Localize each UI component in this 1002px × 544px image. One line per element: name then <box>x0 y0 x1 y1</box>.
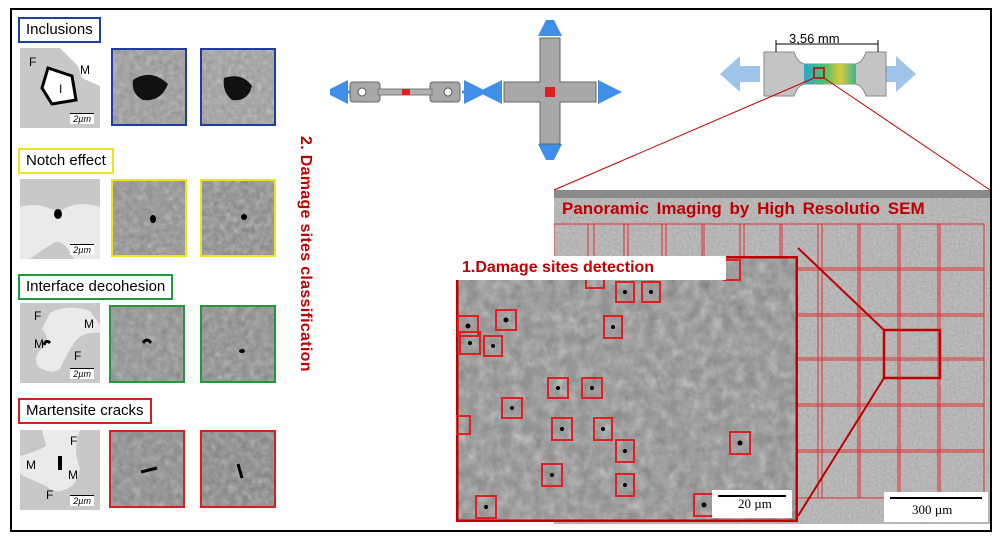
phase-label-martensite: M <box>34 337 44 351</box>
detection-scale-label: 20 µm <box>738 496 772 511</box>
void-dark-region <box>132 74 168 101</box>
martensite-phase-shape <box>20 430 80 492</box>
left-load-arrow <box>720 56 760 92</box>
tensile-specimen-icon <box>720 40 916 97</box>
micrograph-notch-2 <box>200 179 276 257</box>
void-dark-region <box>236 463 244 479</box>
phase-label-ferrite: F <box>34 309 42 323</box>
panorama-scale-label: 300 µm <box>912 502 953 517</box>
zoom-link-bottom <box>797 377 885 517</box>
phase-label-martensite: M <box>26 458 36 472</box>
phase-label-ferrite: F <box>70 434 78 448</box>
sem-texture <box>111 307 183 381</box>
dogbone-specimen-icon <box>330 80 488 104</box>
micrograph-inclusions-1 <box>111 48 187 126</box>
detection-inset-image <box>456 256 798 522</box>
schematic-notch-effect: 2µm <box>20 179 100 259</box>
sem-texture <box>202 50 274 124</box>
sem-texture <box>113 181 185 255</box>
phase-label-martensite: M <box>84 317 94 331</box>
panorama-title: Panoramic Imaging by High Resolutio SEM <box>562 199 925 218</box>
micrograph-inclusions-2 <box>200 48 276 126</box>
micrograph-cracks-1 <box>109 430 185 508</box>
schematic-scale-bar: 2µm <box>70 495 94 506</box>
zoom-link-top <box>797 247 885 331</box>
zoom-region-box <box>882 328 942 380</box>
void-dark-region <box>140 466 158 474</box>
schematic-scale-bar: 2µm <box>70 113 94 124</box>
void-dark-region <box>241 214 247 220</box>
cruciform-specimen-icon <box>478 20 622 160</box>
strain-field <box>804 64 856 84</box>
detection-title: 1.Damage sites detection <box>456 256 726 280</box>
sem-texture <box>202 307 274 381</box>
phase-label-ferrite: F <box>74 349 82 363</box>
damage-sites <box>465 276 743 509</box>
micrograph-decohesion-1 <box>109 305 185 383</box>
crack-shape <box>58 456 62 470</box>
inclusion-particle-shape <box>40 66 78 106</box>
label-martensite-cracks: Martensite cracks <box>18 398 152 424</box>
schematic-martensite-cracks: F M M F 2µm <box>20 430 100 510</box>
schematic-interface-decohesion: F M M F 2µm <box>20 303 100 383</box>
sem-texture <box>202 432 274 506</box>
label-inclusions: Inclusions <box>18 17 101 43</box>
dimension-label: 3,56 mm <box>789 31 840 46</box>
decohesion-crack-shape <box>42 339 52 346</box>
phase-label-inclusion: I <box>59 82 63 96</box>
schematic-scale-bar: 2µm <box>70 368 94 379</box>
notch-void-shape <box>54 209 62 219</box>
void-dark-region <box>223 76 252 101</box>
micrograph-decohesion-2 <box>200 305 276 383</box>
schematic-scale-bar: 2µm <box>70 244 94 255</box>
micrograph-cracks-2 <box>200 430 276 508</box>
sem-texture <box>202 181 274 255</box>
martensite-phase-shape <box>60 48 100 86</box>
sem-texture <box>111 432 183 506</box>
zoom-line-left <box>553 77 815 191</box>
roi-box <box>813 67 825 79</box>
decohesion-schematic-drawing <box>36 307 100 372</box>
detection-scale-bar-box <box>712 490 792 518</box>
detected-damage-boxes <box>456 259 751 519</box>
phase-label-martensite: M <box>68 468 78 482</box>
label-notch-effect: Notch effect <box>18 148 114 174</box>
phase-label-ferrite: F <box>46 488 54 502</box>
schematic-inclusions: F M I 2µm <box>20 48 100 128</box>
phase-label-ferrite: F <box>29 55 37 69</box>
inclusion-schematic-drawing <box>40 48 100 106</box>
cracks-schematic-drawing <box>20 430 80 492</box>
micrograph-notch-1 <box>111 179 187 257</box>
martensite-phase-shape <box>36 307 100 372</box>
void-dark-region <box>141 338 153 344</box>
sem-texture <box>113 50 185 124</box>
phase-label-martensite: M <box>80 63 90 77</box>
void-dark-region <box>239 349 245 353</box>
void-dark-region <box>150 215 156 223</box>
right-load-arrow <box>878 56 916 92</box>
specimen-illustrations <box>330 20 622 160</box>
zoom-line-right <box>823 77 991 191</box>
label-interface-decohesion: Interface decohesion <box>18 274 174 300</box>
